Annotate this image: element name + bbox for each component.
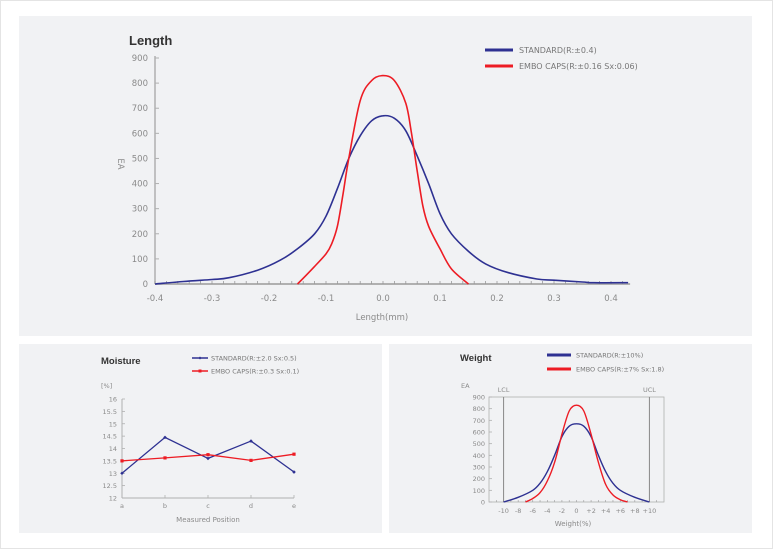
- moisture-standard-point: [120, 471, 124, 476]
- moisture-plot: 12 12.5 13 13.5 14 14.5 15 15.5 16 a b c d e: [103, 396, 296, 511]
- moisture-standard-point: [206, 456, 210, 461]
- weight-chart-panel: [389, 344, 752, 533]
- moisture-embo-point: [292, 452, 296, 456]
- weight-y-tick-label: 300: [473, 464, 485, 472]
- weight-standard-line: [503, 423, 650, 503]
- length-legend-embo-label: EMBO CAPS(R:±0.16 Sx:0.06): [519, 62, 638, 71]
- moisture-y-axis-label: [%]: [101, 382, 112, 390]
- weight-x-tick-label: -10: [498, 507, 509, 515]
- length-y-tick-label: 0: [143, 280, 148, 290]
- weight-plot-frame: [488, 396, 665, 503]
- length-x-tick-label: 0.1: [433, 294, 447, 304]
- moisture-embo-point: [120, 459, 124, 463]
- weight-y-tick-label: 900: [473, 394, 485, 402]
- moisture-chart-title: Moisture: [101, 356, 141, 367]
- moisture-legend-embo-marker: [198, 369, 202, 373]
- length-y-tick-label: 800: [132, 79, 148, 89]
- length-legend-standard-label: STANDARD(R:±0.4): [519, 46, 597, 55]
- moisture-y-tick-label: 15.5: [103, 408, 117, 416]
- weight-chart-title: Weight: [460, 353, 492, 364]
- moisture-x-tick-label: a: [120, 502, 124, 510]
- moisture-embo-point: [249, 458, 253, 462]
- length-x-tick-label: -0.3: [204, 294, 221, 304]
- length-chart-panel: [19, 16, 752, 336]
- moisture-legend-standard-label: STANDARD(R:±2.0 Sx:0.5): [211, 355, 297, 363]
- weight-x-tick-label: +4: [601, 507, 611, 515]
- weight-x-tick-label: -6: [530, 507, 536, 515]
- length-y-tick-label: 300: [132, 205, 148, 215]
- moisture-chart-panel: [19, 344, 382, 533]
- moisture-x-tick-label: b: [163, 502, 167, 510]
- moisture-y-tick-label: 15: [109, 420, 117, 428]
- length-y-tick-label: 600: [132, 129, 148, 139]
- weight-y-tick-label: 200: [473, 475, 485, 483]
- moisture-standard-point: [163, 435, 167, 440]
- moisture-embo-point: [206, 453, 210, 457]
- moisture-x-tick-label: e: [292, 502, 296, 510]
- length-plot: 0 100 200 300 400 500 600 700 800 900 -0.4 -0.3 -0.2…: [132, 54, 631, 304]
- moisture-y-tick-label: 12: [109, 495, 117, 503]
- moisture-y-tick-label: 13.5: [103, 457, 117, 465]
- length-y-tick-label: 200: [132, 230, 148, 240]
- length-y-axis-label: EA: [115, 158, 125, 169]
- length-y-tick-label: 400: [132, 180, 148, 190]
- weight-y-axis-label: EA: [461, 382, 470, 390]
- length-x-tick-label: -0.1: [318, 294, 335, 304]
- length-y-tick-label: 900: [132, 54, 148, 64]
- length-y-tick-label: 500: [132, 154, 148, 164]
- weight-x-axis-label: Weight(%): [555, 520, 592, 528]
- weight-y-tick-label: 500: [473, 440, 485, 448]
- weight-y-tick-label: 0: [481, 499, 485, 507]
- weight-x-tick-label: 0: [574, 507, 578, 515]
- moisture-legend-standard-marker: [198, 356, 202, 360]
- weight-ucl-label: UCL: [643, 386, 656, 394]
- weight-x-tick-label: +10: [643, 507, 657, 515]
- weight-legend-embo-label: EMBO CAPS(R:±7% Sx:1.8): [576, 366, 664, 374]
- moisture-legend-embo-label: EMBO CAPS(R:±0.3 Sx:0.1): [211, 368, 299, 376]
- weight-x-tick-label: +2: [586, 507, 596, 515]
- moisture-x-axis-label: Measured Position: [176, 516, 240, 524]
- length-x-tick-label: 0.3: [547, 294, 561, 304]
- moisture-y-tick-label: 14: [109, 445, 117, 453]
- moisture-y-tick-label: 13: [109, 470, 117, 478]
- weight-legend-standard-label: STANDARD(R:±10%): [576, 352, 643, 360]
- weight-x-tick-label: -2: [559, 507, 565, 515]
- length-embo-line: [296, 74, 470, 285]
- moisture-x-tick-label: c: [206, 502, 210, 510]
- length-chart-title: Length: [129, 33, 172, 48]
- weight-y-tick-label: 800: [473, 405, 485, 413]
- weight-x-tick-label: -8: [515, 507, 521, 515]
- weight-y-tick-label: 700: [473, 417, 485, 425]
- moisture-y-tick-label: 16: [109, 396, 117, 404]
- length-x-tick-label: -0.2: [261, 294, 278, 304]
- weight-plot: 0 100 200 300 400 500 600 700 800 900 -10 -8 -6 -4 -2 0…: [473, 386, 665, 515]
- moisture-y-tick-label: 14.5: [103, 433, 117, 441]
- weight-embo-line: [525, 404, 628, 503]
- weight-x-tick-label: +6: [615, 507, 625, 515]
- length-standard-line: [154, 114, 629, 285]
- length-y-tick-label: 100: [132, 255, 148, 265]
- weight-lcl-label: LCL: [498, 386, 510, 394]
- weight-y-tick-label: 400: [473, 452, 485, 460]
- length-y-tick-label: 700: [132, 104, 148, 114]
- weight-y-tick-label: 100: [473, 487, 485, 495]
- weight-x-tick-label: +8: [630, 507, 640, 515]
- length-x-tick-label: 0.2: [490, 294, 504, 304]
- moisture-embo-point: [163, 456, 167, 460]
- moisture-y-tick-label: 12.5: [103, 482, 117, 490]
- length-x-tick-label: 0.4: [604, 294, 618, 304]
- moisture-standard-point: [292, 470, 296, 474]
- length-x-tick-label: -0.4: [147, 294, 164, 304]
- moisture-standard-point: [249, 439, 253, 443]
- weight-y-tick-label: 600: [473, 429, 485, 437]
- moisture-x-tick-label: d: [249, 502, 253, 510]
- length-x-axis-label: Length(mm): [356, 313, 409, 323]
- weight-x-tick-label: -4: [544, 507, 550, 515]
- length-x-tick-label: 0.0: [376, 294, 390, 304]
